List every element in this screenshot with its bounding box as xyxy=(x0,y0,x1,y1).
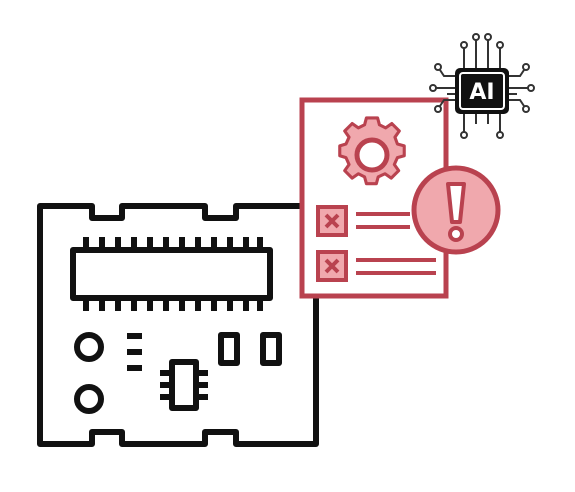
ai-label: AI xyxy=(469,80,494,105)
small-component xyxy=(169,359,199,411)
exclamation-warning-icon xyxy=(411,165,501,255)
capacitor xyxy=(260,332,282,366)
circuit-board-icon xyxy=(37,203,319,447)
error-report-icon xyxy=(299,97,501,299)
ai-chip-icon: AI xyxy=(429,33,535,139)
chip-body xyxy=(70,247,273,301)
gear-icon xyxy=(338,116,406,186)
pad-circle xyxy=(74,332,104,362)
pad-circle xyxy=(74,384,104,414)
x-mark-icon xyxy=(324,213,340,229)
x-mark-icon xyxy=(324,258,340,274)
chip-pins-top xyxy=(83,237,263,250)
chip-pins-bottom xyxy=(83,298,263,311)
capacitor xyxy=(218,332,240,366)
checklist-row-2 xyxy=(316,250,436,282)
checklist-row-1 xyxy=(316,205,410,237)
